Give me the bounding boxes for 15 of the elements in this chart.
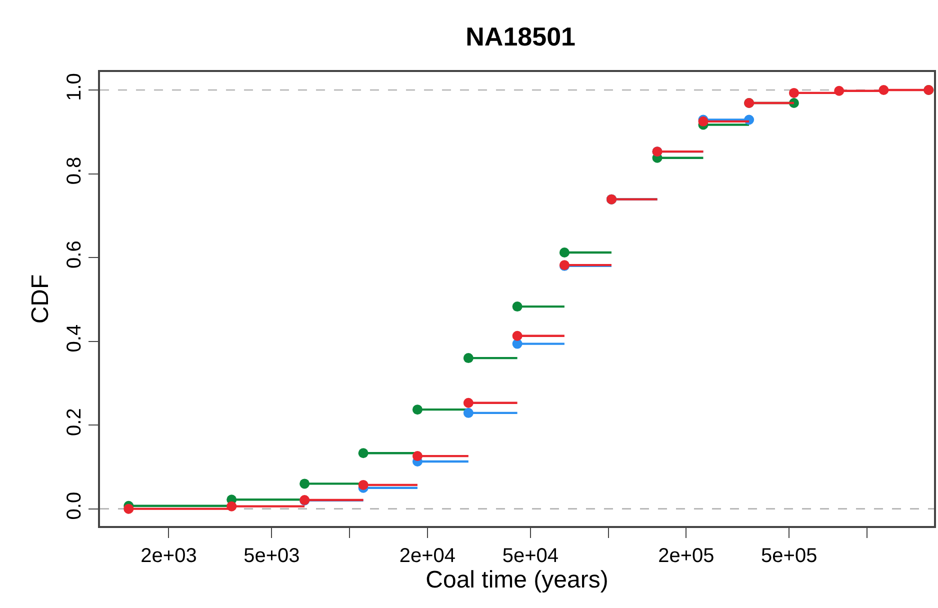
x-tick-label: 2e+03: [140, 544, 197, 567]
x-tick-label: 2e+04: [399, 544, 456, 567]
y-tick-label: 0.8: [63, 156, 86, 185]
y-tick-label: 0.0: [63, 492, 86, 520]
y-tick-label: 0.4: [63, 324, 86, 352]
x-tick-label: 5e+05: [761, 544, 818, 567]
x-tick-label: 2e+05: [658, 544, 714, 567]
chart-title: NA18501: [466, 22, 576, 52]
y-tick-label: 1.0: [63, 73, 86, 101]
y-axis-title: CDF: [26, 274, 54, 324]
y-tick-label: 0.6: [63, 240, 86, 268]
x-tick-label: 5e+04: [502, 544, 558, 567]
y-tick-label: 0.2: [63, 408, 86, 436]
x-axis-title: Coal time (years): [426, 566, 608, 594]
x-tick-label: 5e+03: [244, 544, 300, 567]
